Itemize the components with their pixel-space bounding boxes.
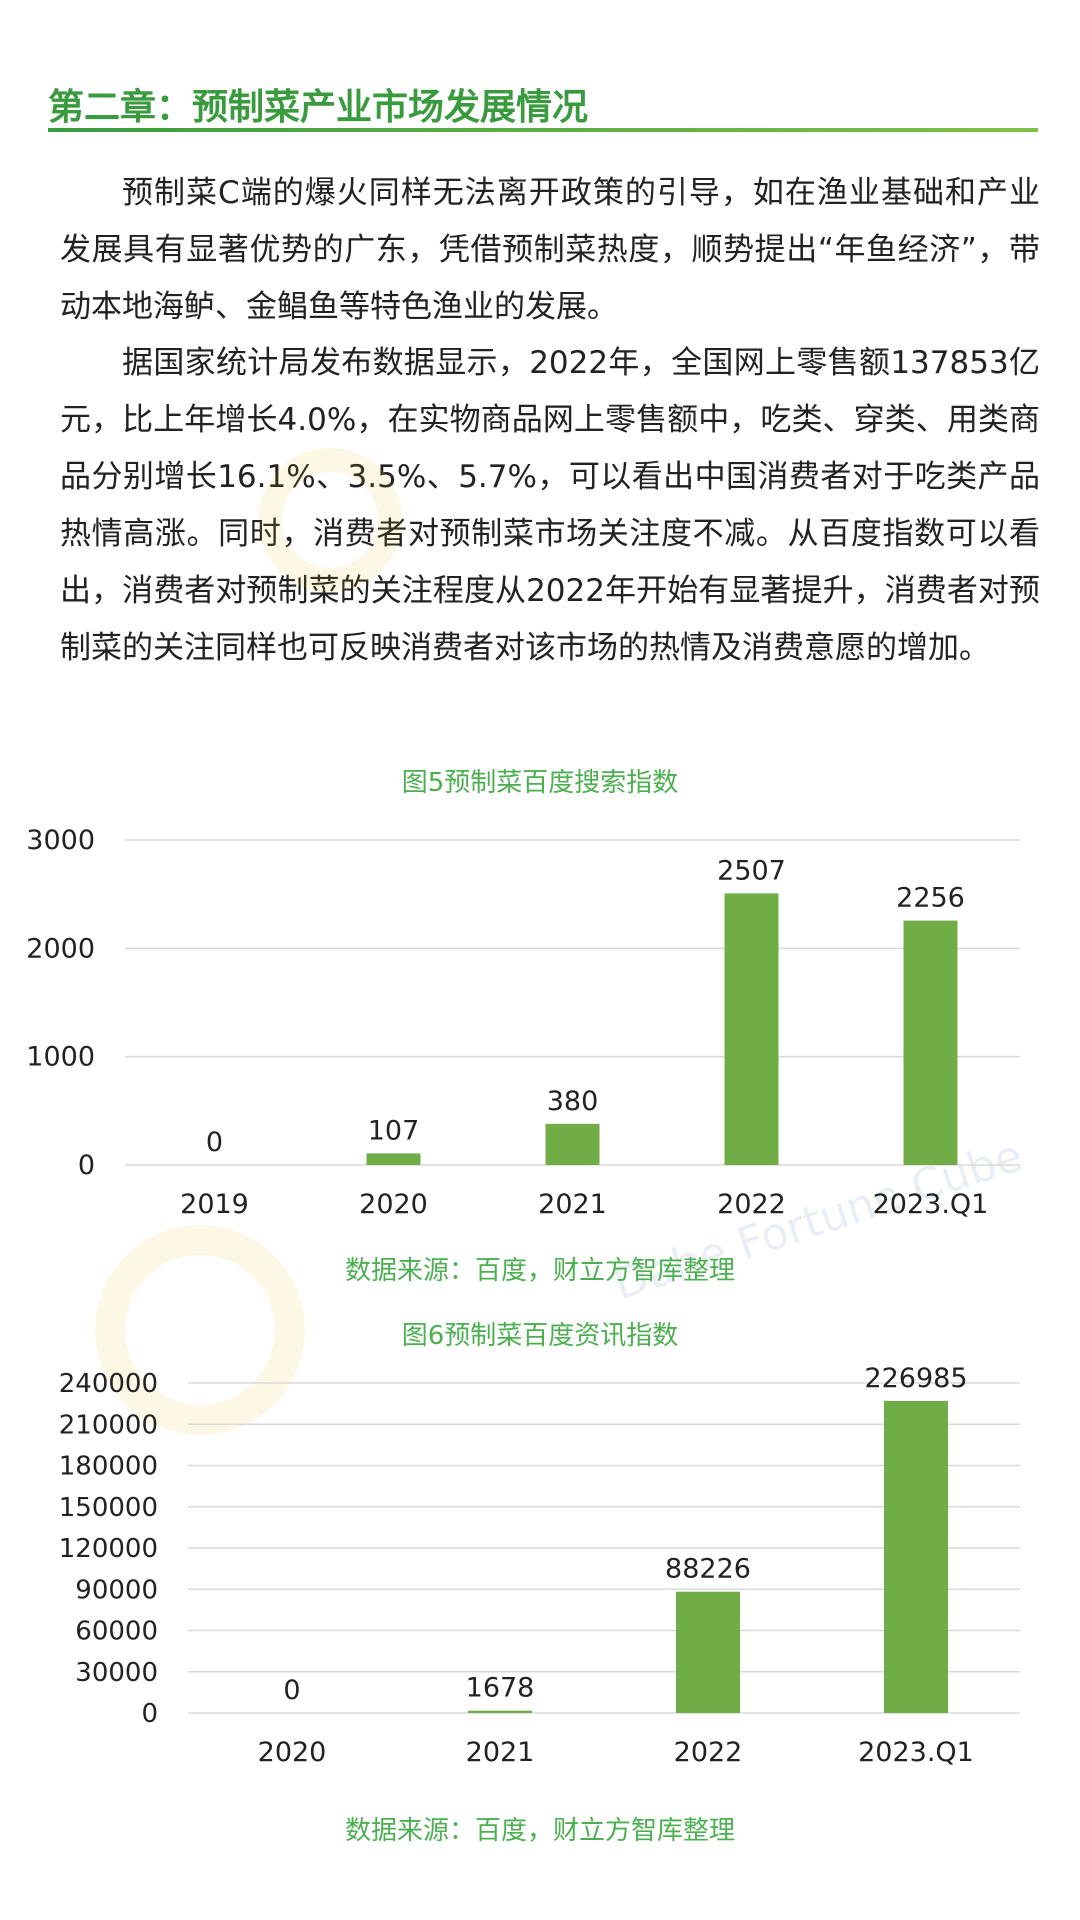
y-tick-label: 30000 — [75, 1658, 158, 1688]
data-label: 0 — [206, 1127, 223, 1158]
data-label: 0 — [283, 1675, 300, 1706]
data-label: 2256 — [896, 883, 965, 914]
x-tick-label: 2020 — [359, 1189, 428, 1220]
paragraph-2: 据国家统计局发布数据显示，2022年，全国网上零售额137853亿元，比上年增长… — [60, 345, 1040, 666]
figure-6-title: 图6预制菜百度资讯指数 — [401, 1321, 679, 1351]
bar — [545, 1123, 600, 1165]
y-tick-label: 150000 — [59, 1493, 158, 1523]
chapter-heading: 第二章：预制菜产业市场发展情况 — [48, 87, 589, 128]
bar — [724, 893, 779, 1165]
data-label: 88226 — [665, 1554, 751, 1585]
data-label: 380 — [547, 1086, 599, 1117]
x-tick-label: 2020 — [258, 1737, 327, 1768]
data-label: 107 — [368, 1115, 420, 1146]
figure-5-title: 图5预制菜百度搜索指数 — [401, 768, 679, 798]
paragraph-1: 预制菜C端的爆火同样无法离开政策的引导，如在渔业基础和产业发展具有显著优势的广东… — [60, 175, 1040, 325]
y-tick-label: 240000 — [59, 1369, 158, 1399]
x-tick-label: 2021 — [538, 1189, 607, 1220]
data-label: 226985 — [864, 1365, 967, 1394]
y-tick-label: 60000 — [75, 1617, 158, 1647]
bar — [884, 1400, 948, 1713]
y-tick-label: 90000 — [75, 1575, 158, 1605]
figure-6-source: 数据来源：百度，财立方智库整理 — [344, 1816, 735, 1846]
data-label: 2507 — [717, 855, 786, 886]
bar — [676, 1591, 740, 1713]
y-tick-label: 210000 — [59, 1410, 158, 1440]
x-tick-label: 2019 — [180, 1189, 249, 1220]
x-tick-label: 2023.Q1 — [858, 1737, 974, 1768]
x-tick-label: 2022 — [717, 1189, 786, 1220]
x-tick-label: 2022 — [674, 1737, 743, 1768]
x-tick-label: 2023.Q1 — [873, 1189, 989, 1220]
heading-underline — [48, 128, 1038, 132]
y-tick-label: 120000 — [59, 1534, 158, 1564]
y-tick-label: 0 — [78, 1150, 95, 1181]
y-tick-label: 180000 — [59, 1452, 158, 1482]
bar — [903, 920, 958, 1165]
bar — [468, 1710, 532, 1713]
chart-baidu-search-index: 0 1000 2000 3000 0 2019 107 2020 380 2021 2507 2022… — [26, 825, 1020, 1220]
y-tick-label: 0 — [141, 1699, 158, 1729]
chart-baidu-news-index: 0 30000 60000 90000 120000 150000 180000 210000… — [59, 1365, 1020, 1768]
data-label: 1678 — [466, 1673, 535, 1704]
bar — [366, 1153, 421, 1165]
figure-5-source: 数据来源：百度，财立方智库整理 — [344, 1256, 735, 1286]
y-tick-label: 2000 — [26, 933, 95, 964]
y-tick-label: 3000 — [26, 825, 95, 856]
y-tick-label: 1000 — [26, 1042, 95, 1073]
x-tick-label: 2021 — [466, 1737, 535, 1768]
